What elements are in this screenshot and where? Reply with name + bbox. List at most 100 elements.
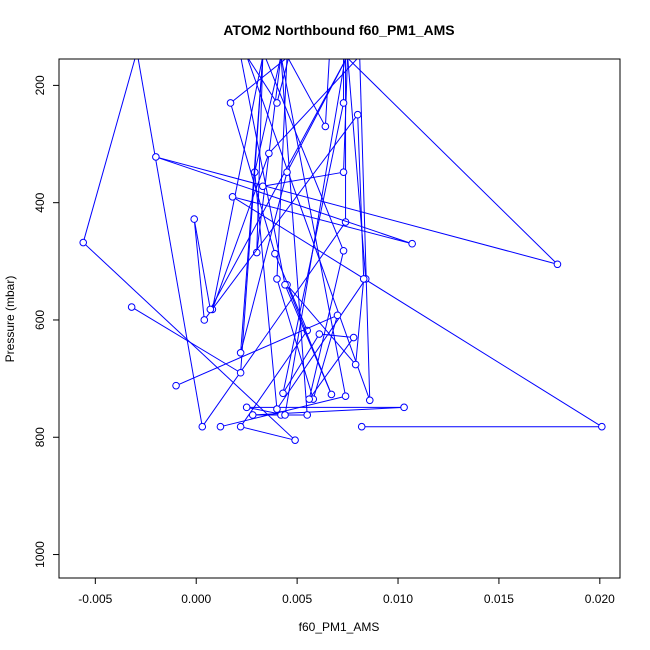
series-segment [324, 59, 330, 127]
series-segment [175, 314, 338, 387]
series-segment [211, 59, 263, 310]
plot-frame [58, 58, 621, 579]
series-segment [308, 337, 355, 400]
series-segment [220, 395, 346, 428]
series-segment [276, 278, 367, 410]
series-segment [254, 172, 278, 410]
data-point [327, 390, 336, 399]
data-point [271, 249, 279, 258]
series-segment [262, 171, 344, 187]
y-axis-label: Pressure (mbar) [3, 276, 17, 363]
data-point [273, 275, 281, 283]
data-point [226, 99, 235, 107]
data-point [206, 305, 215, 314]
series-segment [274, 253, 308, 331]
series-trace [79, 59, 408, 444]
data-point [273, 99, 281, 107]
series-segment [193, 219, 211, 310]
data-point [339, 168, 348, 176]
data-point [553, 260, 562, 269]
data-point [598, 422, 606, 431]
series-segment [308, 250, 345, 400]
data-point [200, 316, 209, 324]
x-axis: -0.005 0.000 0.005 0.010 0.015 0.020 [78, 578, 615, 606]
series-segment [240, 59, 286, 285]
series-segment [265, 59, 344, 251]
data-point [190, 215, 199, 223]
series-segment [201, 221, 346, 427]
series-segment [282, 102, 345, 394]
data-point [315, 330, 324, 338]
data-point [248, 411, 257, 419]
series-segment [281, 59, 347, 397]
data-point [265, 149, 273, 158]
data-point [408, 239, 416, 248]
series-segment [319, 333, 354, 339]
data-point [216, 422, 225, 431]
data-point [400, 403, 408, 412]
data-point [305, 395, 314, 403]
data-point [365, 396, 374, 405]
series-segment [355, 278, 365, 365]
plot-area [79, 59, 606, 444]
series-segment [343, 59, 348, 173]
x-tick-label: 0.015 [484, 592, 514, 606]
series-segment [357, 114, 365, 279]
data-point [273, 405, 281, 413]
series-segment [232, 196, 413, 245]
data-point [198, 422, 207, 431]
series-segment [131, 306, 241, 374]
data-point [279, 389, 287, 398]
y-tick-label: 1000 [33, 541, 47, 568]
y-tick-label: 400 [33, 192, 47, 212]
data-point [281, 280, 289, 289]
series-segment [240, 172, 288, 353]
series-segment [282, 333, 320, 394]
chart-title: ATOM2 Northbound f60_PM1_AMS [223, 22, 454, 38]
data-point [236, 349, 245, 357]
data-point [359, 275, 368, 283]
data-point [228, 193, 237, 201]
series-segment [347, 59, 558, 265]
data-point [303, 411, 312, 419]
series-segment [193, 219, 205, 321]
series-segment [137, 59, 203, 427]
data-point [349, 333, 358, 342]
y-tick-label: 600 [33, 310, 47, 330]
data-point [281, 411, 289, 419]
series-segment [203, 114, 359, 321]
y-axis: 200 400 600 800 1000 [33, 75, 59, 568]
data-point [242, 403, 251, 412]
data-point [353, 110, 362, 119]
series-segment [232, 196, 603, 428]
data-point [127, 303, 136, 311]
x-axis-label: f60_PM1_AMS [299, 620, 380, 634]
data-point [357, 422, 366, 431]
series-trace [172, 59, 358, 403]
series-segment [240, 59, 264, 353]
x-tick-label: 0.000 [181, 592, 211, 606]
data-point [79, 238, 88, 247]
x-tick-label: -0.005 [78, 592, 112, 606]
series-segment [155, 156, 413, 245]
series-segment [209, 59, 347, 310]
series-segment [240, 426, 296, 441]
series-trace [152, 59, 606, 431]
x-tick-label: 0.010 [383, 592, 413, 606]
series-segment [155, 156, 558, 265]
series-segment [230, 102, 276, 254]
x-tick-label: 0.005 [282, 592, 312, 606]
data-point [333, 311, 342, 320]
data-point [321, 122, 330, 131]
data-point [291, 436, 299, 444]
data-point [152, 153, 160, 161]
series-segment [268, 59, 358, 154]
series-segment [284, 284, 332, 395]
series-segment [276, 59, 288, 279]
data-point [341, 392, 350, 401]
series-segment [82, 59, 136, 243]
series-trace [216, 59, 370, 431]
series-segment [312, 315, 338, 400]
x-tick-label: 0.020 [585, 592, 615, 606]
